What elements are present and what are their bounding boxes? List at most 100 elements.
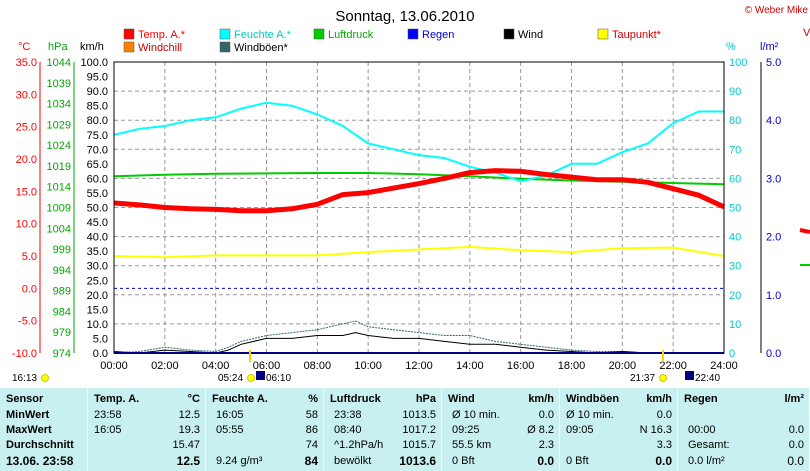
header-wind-unit: km/h	[528, 393, 554, 405]
table-cell-press-time: 08:40	[334, 424, 362, 436]
legend-label: Windböen*	[234, 42, 289, 54]
sunset-civil-time: 22:40	[695, 373, 720, 384]
table-cell-label: MinWert	[6, 409, 50, 421]
sunrise-time: 05:24	[218, 373, 243, 384]
pressure-tick-label: 1024	[47, 140, 71, 152]
temp-tick-label: 5.0	[22, 251, 37, 263]
rain-unit-label: l/m²	[760, 41, 779, 53]
legend-swatch	[597, 28, 609, 40]
rain-tick-label: 1.0	[766, 290, 781, 302]
col-temp	[88, 388, 206, 471]
header-temp: Temp. A.	[94, 393, 140, 405]
pressure-tick-label: 1044	[47, 57, 71, 69]
legend-label: Wind	[518, 29, 543, 41]
temp-tick-label: 10.0	[16, 219, 37, 231]
wind-tick-label: 95.0	[87, 72, 108, 84]
wind-tick-label: 55.0	[87, 188, 108, 200]
legend-label: Temp. A.*	[138, 29, 186, 41]
humidity-tick-label: 40	[729, 232, 741, 244]
col-pressure	[324, 388, 442, 471]
table-cell-rain-time: 00:00	[688, 424, 716, 436]
legend-label: Feuchte A.*	[234, 29, 292, 41]
table-cell-hum-time: 05:55	[216, 424, 244, 436]
table-cell-wind-val: 2.3	[538, 439, 554, 451]
wind-tick-label: 20.0	[87, 290, 108, 302]
legend-swatch	[219, 28, 231, 40]
table-cell-rain-val: 0.0	[787, 454, 804, 468]
col-humidity	[206, 388, 324, 471]
legend-swatch	[313, 28, 325, 40]
table-cell-press-val: 1013.5	[402, 409, 436, 421]
table-cell-press-time: ^1.2hPa/h	[334, 439, 384, 451]
weather-chart: Sonntag, 13.06.2010 © Weber Mike V Temp.…	[12, 5, 810, 384]
legend-swatch	[219, 41, 231, 53]
humidity-tick-label: 100	[729, 57, 747, 69]
wind-tick-label: 10.0	[87, 319, 108, 331]
sunset-time: 21:37	[630, 373, 655, 384]
table-cell-gust-val: N 16.3	[639, 424, 672, 436]
x-tick-label: 10:00	[354, 360, 382, 372]
wind-tick-label: 25.0	[87, 275, 108, 287]
table-cell-gust-time: Ø 10 min.	[566, 409, 614, 421]
chart-grid	[114, 62, 724, 353]
header-pressure-unit: hPa	[415, 393, 436, 405]
humidity-tick-label: 0	[729, 348, 735, 360]
table-cell-gust-val: 0.0	[656, 409, 672, 421]
wind-tick-label: 0.0	[93, 348, 108, 360]
sunrise-icon	[247, 374, 255, 382]
temp-tick-label: -5.0	[18, 316, 37, 328]
pressure-tick-label: 1009	[47, 203, 71, 215]
table-cell-hum-val: 58	[305, 409, 318, 421]
wind-tick-label: 75.0	[87, 130, 108, 142]
wind-tick-label: 30.0	[87, 261, 108, 273]
col-gust	[560, 388, 678, 471]
pressure-tick-label: 974	[53, 348, 71, 360]
col-sensor	[0, 388, 88, 471]
wind-tick-label: 50.0	[87, 203, 108, 215]
wind-tick-label: 90.0	[87, 86, 108, 98]
table-cell-rain-time: 0.0 l/m²	[688, 455, 725, 467]
table-cell-hum-val: 86	[305, 424, 318, 436]
sunrise-civil-icon	[256, 371, 265, 380]
header-pressure: Luftdruck	[330, 393, 381, 405]
table-cell-temp-val: 19.3	[178, 424, 200, 436]
x-tick-label: 06:00	[253, 360, 281, 372]
x-tick-label: 02:00	[151, 360, 179, 372]
wind-tick-label: 70.0	[87, 144, 108, 156]
sun-markers: 16:13 05:24 06:10 21:37 22:40	[12, 350, 720, 384]
table-cell-press-time: 23:38	[334, 409, 362, 421]
header-gust: Windböen	[566, 393, 620, 405]
wind-tick-label: 80.0	[87, 115, 108, 127]
wind-tick-label: 45.0	[87, 217, 108, 229]
wind-tick-label: 65.0	[87, 159, 108, 171]
table-cell-wind-time: 0 Bft	[452, 455, 475, 467]
table-cell-press-val: 1015.7	[402, 439, 436, 451]
wind-tick-label: 40.0	[87, 232, 108, 244]
wind-tick-label: 35.0	[87, 246, 108, 258]
x-tick-label: 18:00	[558, 360, 586, 372]
x-tick-label: 24:00	[710, 360, 738, 372]
table-cell-hum-time: 9.24 g/m³	[216, 455, 263, 467]
header-sensor: Sensor	[6, 393, 44, 405]
wind-tick-label: 100.0	[80, 57, 108, 69]
rain-tick-label: 0.0	[766, 348, 781, 360]
legend-swatch	[407, 28, 419, 40]
wind-tick-label: 85.0	[87, 101, 108, 113]
humidity-tick-label: 30	[729, 261, 741, 273]
sun-left-time: 16:13	[12, 373, 37, 384]
sunrise-civil-time: 06:10	[266, 373, 291, 384]
header-humidity: Feuchte A.	[212, 393, 268, 405]
pressure-tick-label: 994	[53, 265, 71, 277]
header-temp-unit: °C	[187, 393, 200, 405]
temp-unit-label: °C	[18, 41, 30, 53]
pressure-tick-label: 1014	[47, 182, 71, 194]
header-rain: Regen	[684, 393, 718, 405]
table-cell-wind-time: 09:25	[452, 424, 480, 436]
table-cell-rain-val: 0.0	[788, 439, 804, 451]
temp-tick-label: 25.0	[16, 122, 37, 134]
table-cell-gust-time: 0 Bft	[566, 455, 589, 467]
table-cell-gust-val: 3.3	[656, 439, 672, 451]
x-tick-label: 22:00	[659, 360, 687, 372]
stats-table: Sensor Temp. A. °C Feuchte A. % Luftdruc…	[0, 388, 810, 471]
series-feuchte-a-line	[113, 101, 724, 183]
